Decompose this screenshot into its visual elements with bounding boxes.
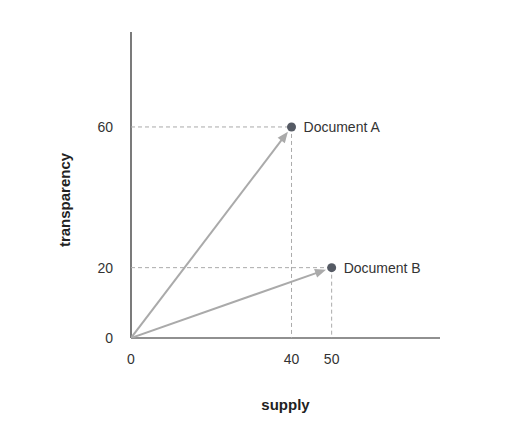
svg-text:0: 0	[127, 351, 135, 367]
svg-text:0: 0	[105, 330, 113, 346]
svg-text:Document B: Document B	[344, 260, 421, 276]
svg-text:50: 50	[324, 351, 340, 367]
svg-text:Document A: Document A	[304, 119, 381, 135]
svg-text:40: 40	[284, 351, 300, 367]
svg-text:transparency: transparency	[56, 152, 73, 247]
svg-text:supply: supply	[261, 396, 310, 413]
svg-text:60: 60	[97, 119, 113, 135]
svg-text:20: 20	[97, 260, 113, 276]
